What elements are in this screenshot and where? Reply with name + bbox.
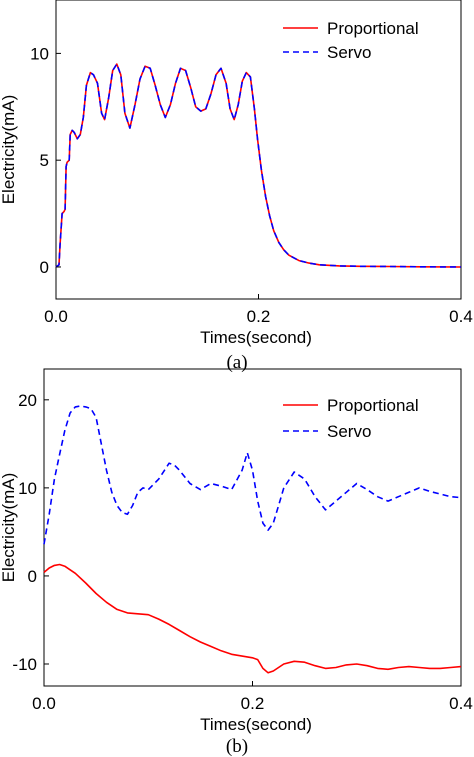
plot-frame-b [43, 368, 462, 687]
chart-panel-a: 0.0 0.2 0.4 0 5 10 Proportional Servo Times(s… [0, 0, 473, 373]
y-axis-label-b: Electricity(mA) [0, 473, 18, 583]
x-tick-label-a: 0.2 [247, 307, 271, 326]
axis-ticks-b: 0.0 0.2 0.4 -10 0 10 20 [12, 391, 472, 713]
series-line-proportional-b [43, 563, 462, 674]
x-axis-label-a: Times(second) [200, 328, 312, 347]
y-tick-label-b: 0 [28, 567, 37, 586]
y-axis-label-a: Electricity(mA) [0, 95, 18, 205]
chart-panel-b: 0.0 0.2 0.4 -10 0 10 20 Proportional Servo Tim… [0, 368, 473, 757]
legend-label-proportional-b: Proportional [327, 396, 419, 415]
legend-label-proportional-a: Proportional [327, 19, 419, 38]
x-tick-label-b: 0.0 [32, 694, 56, 713]
y-tick-label-b: 10 [18, 479, 37, 498]
series-line-servo-a [55, 63, 462, 268]
series-lines-a [55, 63, 462, 268]
panel-caption-a: (a) [226, 352, 247, 373]
x-axis-label-b: Times(second) [200, 715, 312, 734]
y-tick-label-b: 20 [18, 391, 37, 410]
x-tick-label-a: 0.0 [44, 307, 68, 326]
legend-b: Proportional Servo [283, 396, 419, 441]
series-line-servo-b [43, 405, 462, 545]
axis-ticks-a: 0.0 0.2 0.4 0 5 10 [30, 44, 473, 326]
x-tick-label-b: 0.4 [449, 694, 473, 713]
legend-label-servo-a: Servo [327, 43, 371, 62]
x-tick-label-a: 0.4 [449, 307, 473, 326]
y-tick-label-a: 10 [30, 44, 49, 63]
panel-caption-b: (b) [226, 736, 248, 757]
legend-label-servo-b: Servo [327, 422, 371, 441]
series-line-proportional-a [55, 63, 462, 268]
y-tick-label-a: 5 [40, 151, 49, 170]
series-lines-b [43, 405, 462, 674]
y-tick-label-a: 0 [40, 258, 49, 277]
y-tick-label-b: -10 [12, 655, 37, 674]
legend-a: Proportional Servo [283, 19, 419, 62]
x-tick-label-b: 0.2 [241, 694, 265, 713]
